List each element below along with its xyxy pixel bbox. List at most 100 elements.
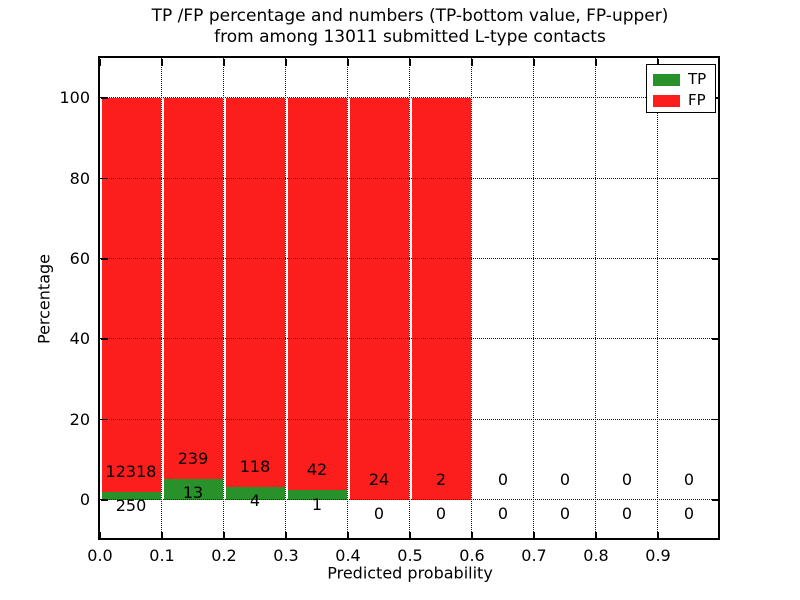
gridline-x-0.9 <box>657 58 659 540</box>
tp-swatch-icon <box>653 73 680 86</box>
x-tick-0.6 <box>471 532 473 539</box>
fp-count-label: 0 <box>683 469 695 489</box>
x-tick-0.7 <box>533 532 535 539</box>
bar-tp-bin-0 <box>101 491 161 500</box>
legend-label-fp: FP <box>688 91 706 109</box>
tp-count-label: 0 <box>435 503 447 523</box>
y-tick-20 <box>101 418 108 421</box>
gridline-x-0.5 <box>409 58 411 540</box>
tp-count-label: 1 <box>311 494 323 514</box>
x-tick-0.4 <box>347 59 349 66</box>
bar-fp-bin-0.3 <box>287 98 347 491</box>
bar-fp-bin-0.4 <box>349 98 409 500</box>
x-tick-0.6 <box>471 59 473 66</box>
tp-count-label: 0 <box>497 503 509 523</box>
gridline-y-40 <box>100 338 720 340</box>
x-tick-label-0.4: 0.4 <box>335 546 361 565</box>
gridline-x-0.2 <box>223 58 225 540</box>
y-tick-20 <box>712 418 719 421</box>
bar-fp-bin-0.1 <box>163 98 223 480</box>
tp-count-label: 0 <box>621 503 633 523</box>
bar-tp-bin-0.1 <box>163 479 223 500</box>
y-tick-label-0: 0 <box>79 489 90 509</box>
fp-swatch-icon <box>653 94 680 107</box>
bar-tp-bin-0.2 <box>225 486 285 500</box>
legend: TP FP <box>646 64 716 113</box>
tp-count-label: 0 <box>559 503 571 523</box>
x-tick-0.5 <box>409 532 411 539</box>
y-tick-60 <box>101 258 108 260</box>
legend-entry-tp: TP <box>653 71 709 88</box>
legend-entry-fp: FP <box>653 92 709 109</box>
y-tick-0 <box>101 499 108 501</box>
tp-count-label: 4 <box>249 490 261 510</box>
x-tick-0.9 <box>657 532 659 539</box>
y-tick-label-100: 100 <box>59 88 90 108</box>
x-tick-0.7 <box>533 59 535 66</box>
bar-tp-bin-0.3 <box>287 490 347 500</box>
fp-count-label: 0 <box>559 469 571 489</box>
bar-fp-bin-0.5 <box>411 98 471 500</box>
fp-count-label: 42 <box>306 460 328 480</box>
x-tick-0.2 <box>223 59 225 66</box>
bar-fp-bin-0 <box>101 98 161 492</box>
y-tick-60 <box>712 258 719 260</box>
tp-count-label: 0 <box>683 503 695 523</box>
tp-count-label: 0 <box>373 503 385 523</box>
x-tick-label-0.6: 0.6 <box>459 546 485 565</box>
x-tick-label-0.9: 0.9 <box>645 546 671 565</box>
gridline-y-100 <box>100 97 720 99</box>
fp-count-label: 0 <box>497 469 509 489</box>
x-tick-label-0.0: 0.0 <box>87 546 113 565</box>
fp-count-label: 24 <box>368 469 390 489</box>
x-tick-0.8 <box>595 532 597 539</box>
y-tick-label-20: 20 <box>69 409 90 429</box>
axes-frame <box>98 56 720 540</box>
x-tick-label-0.8: 0.8 <box>583 546 609 565</box>
gridline-y-80 <box>100 177 720 179</box>
y-tick-0 <box>712 499 719 501</box>
x-tick-label-0.2: 0.2 <box>211 546 237 565</box>
x-tick-0.1 <box>161 59 163 66</box>
x-tick-label-0.7: 0.7 <box>521 546 547 565</box>
gridline-y-0 <box>100 499 720 501</box>
fp-count-label: 0 <box>621 469 633 489</box>
gridline-x-0.7 <box>533 58 535 540</box>
x-tick-0.2 <box>223 532 225 539</box>
y-tick-label-80: 80 <box>69 168 90 188</box>
y-tick-80 <box>712 177 719 180</box>
fp-count-label: 12318 <box>105 461 157 481</box>
x-tick-0.5 <box>409 59 411 66</box>
fp-count-label: 2 <box>435 469 447 489</box>
gridline-y-60 <box>100 258 720 260</box>
y-tick-40 <box>712 338 719 340</box>
fp-count-label: 239 <box>177 449 209 469</box>
y-tick-label-40: 40 <box>69 329 90 349</box>
chart-title-line1: TP /FP percentage and numbers (TP-bottom… <box>151 6 669 26</box>
x-tick-label-0.5: 0.5 <box>397 546 423 565</box>
fp-count-label: 118 <box>239 456 271 476</box>
y-tick-80 <box>101 177 108 180</box>
x-tick-label-0.3: 0.3 <box>273 546 299 565</box>
tp-count-label: 250 <box>115 495 147 515</box>
legend-label-tp: TP <box>688 70 707 88</box>
x-tick-0.8 <box>595 59 597 66</box>
x-tick-0.1 <box>161 532 163 539</box>
x-tick-0.4 <box>347 532 349 539</box>
gridline-x-0.3 <box>285 58 287 540</box>
chart-title-line2: from among 13011 submitted L-type contac… <box>214 27 606 47</box>
tp-count-label: 13 <box>182 483 204 503</box>
x-tick-0.3 <box>285 59 287 66</box>
gridline-x-0.4 <box>347 58 349 540</box>
x-tick-0.9 <box>657 59 659 66</box>
y-tick-100 <box>101 97 108 99</box>
y-tick-40 <box>101 338 108 340</box>
chart-title: TP /FP percentage and numbers (TP-bottom… <box>152 6 669 48</box>
gridline-y-20 <box>100 418 720 420</box>
x-axis-label: Predicted probability <box>327 563 493 583</box>
y-tick-label-60: 60 <box>69 248 90 268</box>
x-tick-0.3 <box>285 532 287 539</box>
bar-fp-bin-0.2 <box>225 98 285 487</box>
x-tick-label-0.1: 0.1 <box>149 546 175 565</box>
